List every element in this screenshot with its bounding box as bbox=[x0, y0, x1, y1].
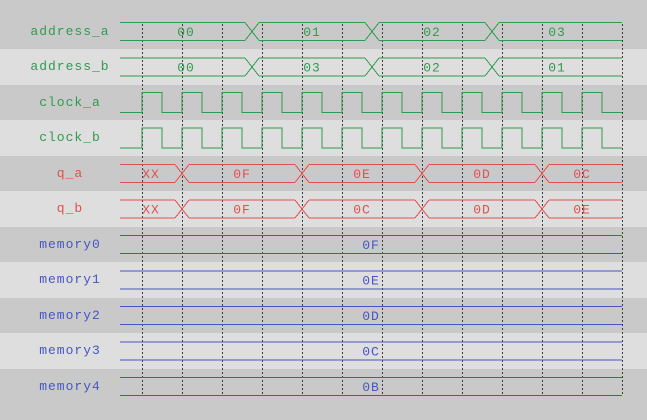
signal-label-address_b[interactable]: address_b bbox=[30, 59, 110, 74]
wave-memory0: 0F bbox=[120, 235, 622, 254]
wave-q_b: XX 0F 0C 0D 0E bbox=[120, 199, 622, 219]
signal-label-q_a[interactable]: q_a bbox=[56, 165, 84, 181]
bus-transition-x bbox=[534, 199, 550, 219]
signal-label-memory3[interactable]: memory3 bbox=[39, 343, 101, 358]
bus-value-label: 0E bbox=[573, 203, 591, 218]
bus-value-label: 0E bbox=[353, 167, 371, 182]
bus-value-label: 0F bbox=[233, 203, 251, 218]
bus-transition-x bbox=[174, 164, 190, 183]
bus-transition-x bbox=[364, 57, 380, 77]
bus-value-label: XX bbox=[142, 203, 160, 218]
wave-clock_a bbox=[120, 92, 622, 113]
wave-memory2: 0D bbox=[120, 306, 622, 325]
signal-label-q_b[interactable]: q_b bbox=[56, 201, 84, 216]
bus-transition-x bbox=[414, 164, 430, 183]
bus-value-label: 0D bbox=[362, 309, 380, 324]
bus-transition-x bbox=[364, 22, 380, 41]
row-band-memory3 bbox=[0, 333, 647, 369]
bus-transition-x bbox=[244, 22, 260, 41]
signal-label-memory4[interactable]: memory4 bbox=[39, 378, 101, 394]
bus-value-label: 0B bbox=[362, 380, 380, 395]
row-band-memory1 bbox=[0, 262, 647, 298]
bus-value-label: 03 bbox=[548, 25, 566, 40]
clock-wave bbox=[120, 92, 622, 113]
wave-memory3: 0C bbox=[120, 341, 622, 361]
row-band-clock_b bbox=[0, 120, 647, 156]
bus-transition-x bbox=[294, 199, 310, 219]
bus-transition-x bbox=[534, 164, 550, 183]
signal-label-clock_a[interactable]: clock_a bbox=[39, 94, 101, 110]
bus-transition-x bbox=[294, 164, 310, 183]
row-band-address_b bbox=[0, 49, 647, 85]
bus-value-label: 0F bbox=[362, 238, 380, 253]
bus-value-label: 0D bbox=[473, 203, 491, 218]
wave-q_a: XX 0F 0E 0D 0C bbox=[120, 164, 622, 183]
timeline-gridlines bbox=[142, 24, 623, 396]
bus-value-label: 01 bbox=[548, 61, 566, 76]
wave-memory1: 0E bbox=[120, 270, 622, 290]
bus-value-label: 0E bbox=[362, 274, 380, 289]
wave-address_b: 00 03 02 01 bbox=[120, 57, 622, 77]
row-band-q_b bbox=[0, 191, 647, 227]
wave-clock_b bbox=[120, 127, 622, 149]
bus-value-label: 02 bbox=[423, 25, 441, 40]
clock-wave bbox=[120, 127, 622, 149]
bus-value-label: 0C bbox=[353, 203, 371, 218]
bus-value-label: XX bbox=[142, 167, 160, 182]
bus-transition-x bbox=[174, 199, 190, 219]
bus-value-label: 03 bbox=[303, 61, 321, 76]
bus-value-label: 0C bbox=[573, 167, 591, 182]
bus-transition-x bbox=[414, 199, 430, 219]
bus-value-label: 02 bbox=[423, 61, 441, 76]
bus-value-label: 00 bbox=[177, 25, 195, 40]
bus-value-label: 01 bbox=[303, 25, 321, 40]
signal-label-memory0[interactable]: memory0 bbox=[39, 236, 101, 252]
bus-value-label: 0F bbox=[233, 167, 251, 182]
signal-label-memory2[interactable]: memory2 bbox=[39, 307, 101, 323]
bus-transition-x bbox=[484, 57, 500, 77]
bus-value-label: 0C bbox=[362, 345, 380, 360]
bus-transition-x bbox=[244, 57, 260, 77]
bus-value-label: 00 bbox=[177, 61, 195, 76]
signal-label-address_a[interactable]: address_a bbox=[30, 23, 110, 39]
signal-label-clock_b[interactable]: clock_b bbox=[39, 130, 101, 145]
signal-label-memory1[interactable]: memory1 bbox=[39, 272, 101, 287]
wave-address_a: 00 01 02 03 bbox=[120, 22, 622, 41]
bus-transition-x bbox=[484, 22, 500, 41]
bus-value-label: 0D bbox=[473, 167, 491, 182]
wave-memory4: 0B bbox=[120, 377, 622, 396]
